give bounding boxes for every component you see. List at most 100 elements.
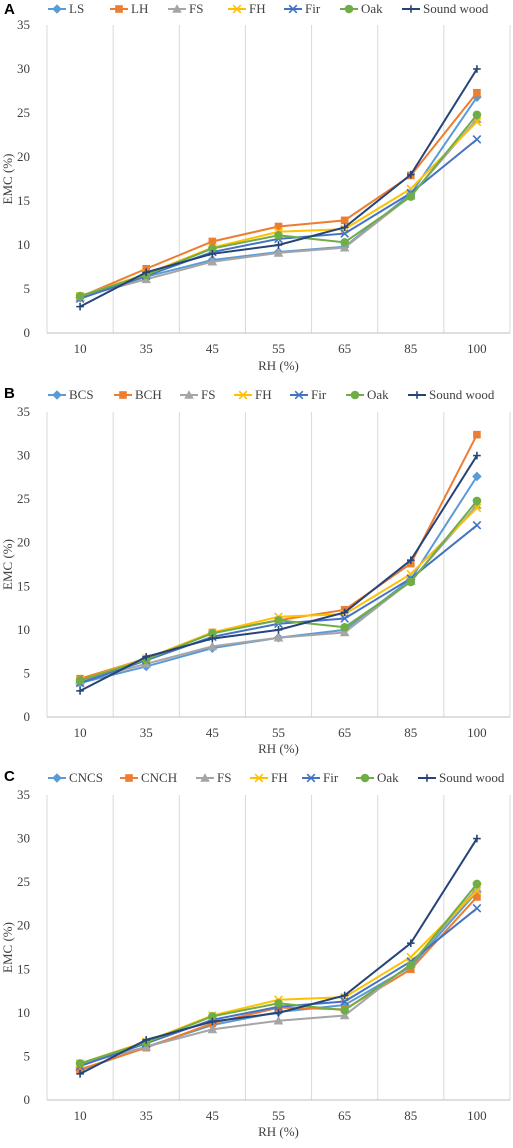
data-point-stroke-b xyxy=(340,997,350,1006)
legend-label: Fir xyxy=(311,387,327,402)
data-point xyxy=(76,302,84,311)
legend-swatch-marker xyxy=(254,773,264,783)
legend-item: LS xyxy=(48,1,84,16)
data-point xyxy=(472,110,482,120)
data-point xyxy=(339,627,350,637)
data-point-stroke-b xyxy=(472,117,482,127)
legend-label: BCS xyxy=(69,387,94,402)
data-point xyxy=(339,1010,350,1020)
series-bcs xyxy=(75,471,482,688)
x-axis: 10 35 45 55 65 85 100 xyxy=(74,1108,487,1123)
legend-swatch-marker-stroke-b xyxy=(254,773,264,783)
panel-label: A xyxy=(4,1,15,18)
legend-swatch-marker xyxy=(232,4,242,14)
legend-swatch-marker xyxy=(125,774,133,782)
legend-item: Oak xyxy=(346,387,389,402)
data-point xyxy=(273,248,284,257)
y-tick-label: 0 xyxy=(24,1092,31,1107)
data-point xyxy=(274,615,283,625)
legend-label: Oak xyxy=(367,387,389,402)
data-point xyxy=(473,430,481,439)
x-tick-label: 45 xyxy=(206,1108,219,1123)
legend-swatch-marker xyxy=(200,773,210,782)
y-axis-title: EMC (%) xyxy=(0,154,15,205)
y-tick-label: 10 xyxy=(17,1005,30,1020)
legend-swatch-marker xyxy=(52,773,62,783)
legend-item: CNCH xyxy=(120,770,177,785)
y-axis-title: EMC (%) xyxy=(0,922,15,973)
data-point xyxy=(406,960,416,970)
legend-label: BCH xyxy=(135,387,162,402)
data-point xyxy=(274,222,283,231)
y-tick-label: 30 xyxy=(17,61,30,76)
legend-item: BCH xyxy=(114,387,162,402)
x-tick-label: 65 xyxy=(338,1108,351,1123)
y-tick-label: 35 xyxy=(17,787,30,802)
legend-item: Oak xyxy=(356,770,399,785)
legend-swatch-marker xyxy=(407,5,415,13)
x-tick-label: 10 xyxy=(74,725,87,740)
legend-item: FH xyxy=(250,770,288,785)
data-point xyxy=(340,229,350,238)
chart-panel-c: C 0 5 10 15 20 25 30 35 10 35 45 55 65 85 100 RH (%) EMC … xyxy=(0,768,511,1139)
series-line xyxy=(79,887,478,1066)
y-tick-label: 25 xyxy=(17,874,30,889)
x-tick-label: 35 xyxy=(140,725,153,740)
data-point xyxy=(340,614,350,623)
y-tick-label: 5 xyxy=(24,1048,31,1063)
data-point-stroke-b xyxy=(472,903,482,913)
data-point xyxy=(472,471,482,482)
data-point-stroke-b xyxy=(472,503,482,513)
legend-swatch-marker-stroke-b xyxy=(238,390,248,400)
legend-item: Fir xyxy=(290,387,327,402)
data-point-stroke-b xyxy=(340,229,350,238)
legend-item: Oak xyxy=(340,1,383,16)
x-tick-label: 65 xyxy=(338,725,351,740)
y-tick-label: 10 xyxy=(17,622,30,637)
series-line xyxy=(79,890,478,1065)
legend-item: CNCS xyxy=(48,770,103,785)
x-tick-label: 45 xyxy=(206,725,219,740)
series-fs xyxy=(75,883,482,1069)
series-line xyxy=(79,504,478,683)
legend-swatch-marker xyxy=(238,390,248,400)
legend-swatch-marker xyxy=(52,4,62,14)
series-line xyxy=(79,507,478,682)
data-point xyxy=(339,242,350,252)
legend-swatch-marker-stroke-b xyxy=(232,4,242,14)
legend-label: FS xyxy=(201,387,215,402)
panel-label: C xyxy=(4,768,15,785)
y-tick-label: 5 xyxy=(24,665,31,680)
legend-label: FH xyxy=(255,387,272,402)
series-line xyxy=(79,92,478,298)
legend-swatch-marker xyxy=(172,4,182,13)
legend-item: FH xyxy=(228,1,266,16)
data-point xyxy=(142,268,151,277)
x-tick-label: 100 xyxy=(467,1108,487,1123)
y-tick-label: 25 xyxy=(17,105,30,120)
x-tick-label: 10 xyxy=(74,1108,87,1123)
x-tick-label: 85 xyxy=(404,341,417,356)
data-point xyxy=(208,629,217,638)
data-point xyxy=(406,192,416,201)
x-axis-title: RH (%) xyxy=(258,1124,299,1139)
legend-swatch-marker-stroke-b xyxy=(288,4,298,14)
legend-label: FH xyxy=(249,1,266,16)
data-point xyxy=(473,451,481,460)
y-axis: 0 5 10 15 20 25 30 35 xyxy=(17,17,30,340)
legend-swatch-marker xyxy=(52,390,62,400)
legend-swatch-marker xyxy=(413,391,421,399)
panel-label: B xyxy=(4,385,15,402)
data-point xyxy=(142,1036,151,1044)
data-point xyxy=(406,170,415,179)
data-point xyxy=(472,135,482,144)
series-line xyxy=(79,475,478,684)
legend-swatch-marker xyxy=(184,390,194,399)
data-point xyxy=(472,496,482,506)
x-tick-label: 35 xyxy=(140,1108,153,1123)
y-tick-label: 20 xyxy=(17,535,30,550)
data-point xyxy=(274,1009,283,1017)
data-point xyxy=(473,88,481,97)
series-fh xyxy=(75,886,482,1068)
